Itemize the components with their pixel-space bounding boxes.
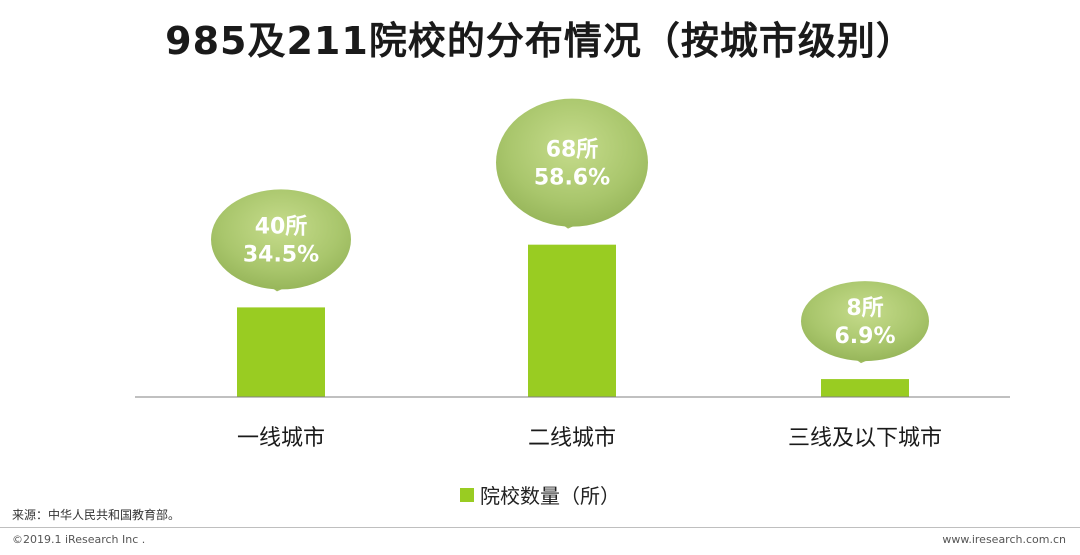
bar-1 bbox=[237, 307, 325, 397]
data-label-count-1: 40所 bbox=[255, 214, 308, 239]
footer-divider bbox=[0, 527, 1080, 528]
data-label-percent-3: 6.9% bbox=[834, 324, 895, 349]
website-link[interactable]: www.iresearch.com.cn bbox=[942, 533, 1066, 546]
page-title: 985及211院校的分布情况（按城市级别） bbox=[165, 19, 915, 63]
bar-3 bbox=[821, 379, 909, 397]
bar-2 bbox=[528, 244, 616, 397]
data-label-percent-1: 34.5% bbox=[243, 242, 319, 267]
data-label-percent-2: 58.6% bbox=[534, 166, 610, 191]
legend-label: 院校数量（所） bbox=[480, 484, 620, 508]
callout-bubble-2 bbox=[496, 98, 648, 227]
x-tick-label-3: 三线及以下城市 bbox=[788, 426, 942, 451]
callout-bubble-3 bbox=[801, 281, 929, 362]
legend-swatch bbox=[460, 487, 474, 502]
chart-legend: 院校数量（所） bbox=[0, 480, 1080, 509]
copyright-text: ©2019.1 iResearch Inc . bbox=[12, 533, 146, 546]
source-note: 来源：中华人民共和国教育部。 bbox=[12, 508, 181, 522]
x-tick-label-2: 二线城市 bbox=[528, 426, 616, 451]
callout-bubble-1 bbox=[211, 189, 351, 290]
data-label-count-3: 8所 bbox=[846, 296, 883, 321]
x-tick-label-1: 一线城市 bbox=[237, 426, 325, 451]
data-label-count-2: 68所 bbox=[546, 138, 599, 163]
